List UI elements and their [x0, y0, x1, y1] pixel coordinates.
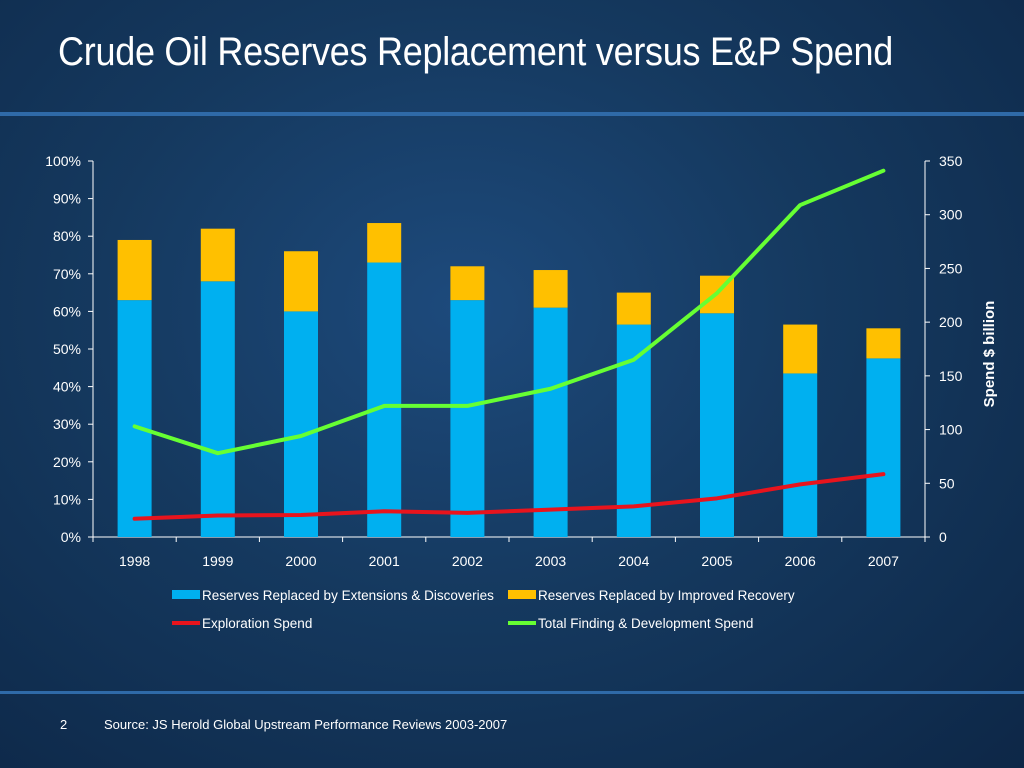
chart-container: 0% 10% 20% 30% 40% 50% 60% 70% 80% 90% 100% 0 50 100 1… — [0, 118, 1024, 688]
legend-label: Reserves Replaced by Improved Recovery — [538, 588, 795, 603]
x-tick-label: 2003 — [535, 553, 566, 569]
bar-improved-recovery — [200, 228, 235, 282]
right-tick-label: 150 — [939, 368, 963, 384]
left-tick-label: 50% — [53, 341, 81, 357]
line-total-fd-spend — [132, 168, 886, 456]
source-note: Source: JS Herold Global Upstream Perfor… — [104, 717, 508, 732]
bar-extensions-discoveries — [117, 300, 152, 537]
x-tick-label: 2005 — [701, 553, 732, 569]
bar-improved-recovery — [117, 239, 152, 301]
legend-swatch — [508, 590, 536, 599]
bar-improved-recovery — [450, 266, 485, 301]
right-tick-label: 50 — [939, 475, 955, 491]
bar-improved-recovery — [783, 324, 818, 374]
x-tick-label: 2007 — [868, 553, 899, 569]
legend-label: Exploration Spend — [202, 616, 312, 631]
bar-extensions-discoveries — [866, 358, 901, 537]
bar-extensions-discoveries — [284, 311, 318, 537]
right-tick-label: 300 — [939, 207, 963, 223]
bar-improved-recovery — [616, 292, 651, 325]
line-exploration-spend — [132, 472, 886, 521]
bar-extensions-discoveries — [367, 262, 402, 537]
right-tick-label: 0 — [939, 529, 947, 545]
left-tick-label: 0% — [61, 529, 81, 545]
left-tick-label: 40% — [53, 379, 81, 395]
right-tick-label: 250 — [939, 260, 963, 276]
x-tick-label: 2006 — [785, 553, 816, 569]
left-tick-label: 60% — [53, 303, 81, 319]
page-number: 2 — [60, 717, 68, 732]
bar-extensions-discoveries — [200, 281, 235, 537]
legend-swatch — [172, 590, 200, 599]
bar-improved-recovery — [367, 223, 402, 263]
bar-extensions-discoveries — [450, 300, 485, 537]
bar-improved-recovery — [866, 328, 901, 359]
left-tick-label: 80% — [53, 228, 81, 244]
right-tick-label: 200 — [939, 314, 963, 330]
right-tick-label: 350 — [939, 153, 963, 169]
legend-label: Reserves Replaced by Extensions & Discov… — [202, 588, 494, 603]
bar-improved-recovery — [284, 251, 318, 312]
x-tick-label: 2004 — [618, 553, 649, 569]
legend-label: Total Finding & Development Spend — [538, 616, 753, 631]
right-axis-title: Spend $ billion — [981, 301, 998, 408]
left-tick-label: 20% — [53, 454, 81, 470]
combo-chart: 0% 10% 20% 30% 40% 50% 60% 70% 80% 90% 100% 0 50 100 1… — [45, 153, 998, 631]
left-tick-label: 10% — [53, 491, 81, 507]
bar-extensions-discoveries — [533, 307, 568, 537]
x-tick-label: 2002 — [452, 553, 483, 569]
bar-extensions-discoveries — [700, 313, 734, 537]
right-tick-label: 100 — [939, 422, 963, 438]
x-tick-label: 1999 — [202, 553, 233, 569]
title-divider — [0, 112, 1024, 116]
left-tick-label: 100% — [45, 153, 81, 169]
left-tick-label: 70% — [53, 266, 81, 282]
x-tick-label: 1998 — [119, 553, 150, 569]
bar-extensions-discoveries — [783, 373, 818, 537]
left-tick-label: 90% — [53, 191, 81, 207]
x-tick-label: 2000 — [285, 553, 316, 569]
left-tick-label: 30% — [53, 416, 81, 432]
slide-title: Crude Oil Reserves Replacement versus E&… — [58, 30, 894, 74]
x-tick-label: 2001 — [369, 553, 400, 569]
footer-divider — [0, 691, 1024, 694]
bar-improved-recovery — [533, 270, 568, 308]
